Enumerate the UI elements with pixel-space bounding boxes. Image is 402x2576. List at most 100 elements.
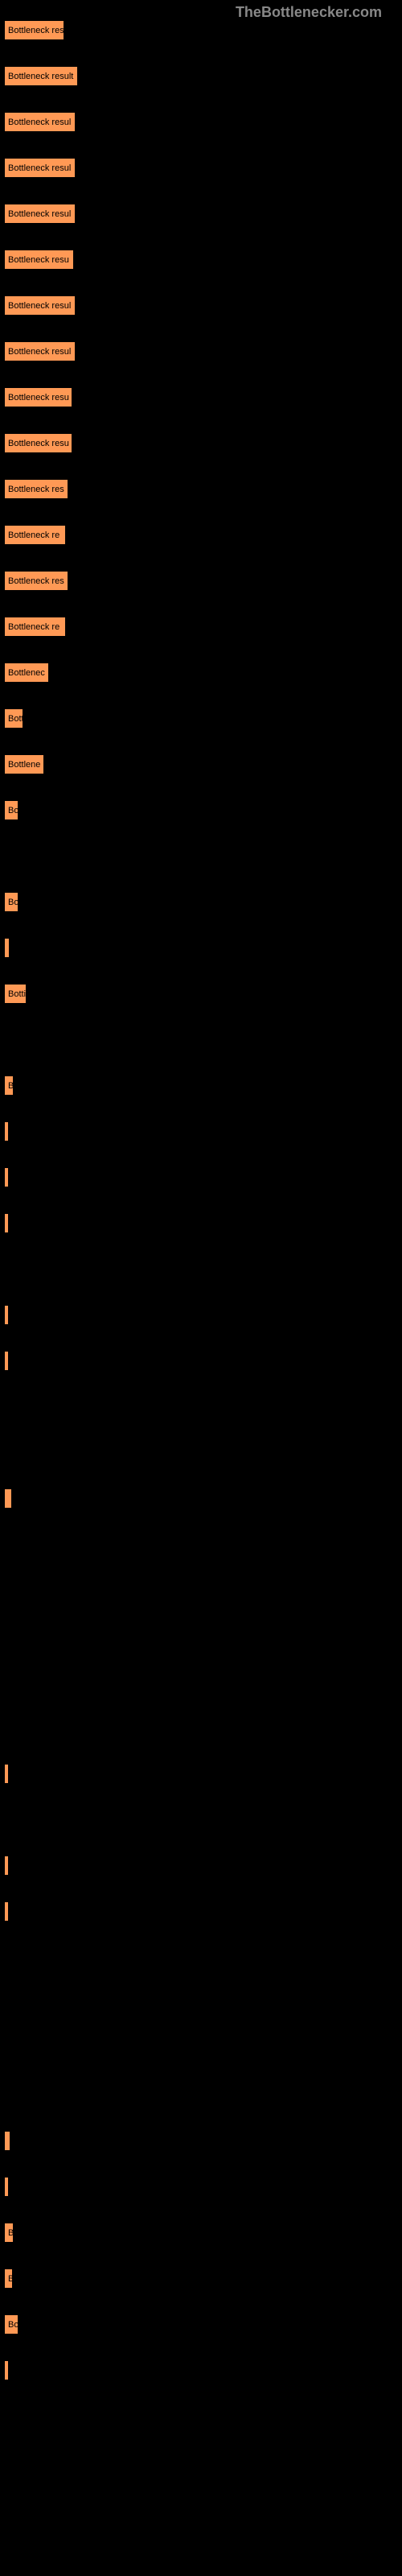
bar [4, 1305, 9, 1325]
bar: Bottleneck resu [4, 250, 74, 270]
bar-group [4, 2085, 398, 2105]
bar-label: Bottleneck resu [8, 439, 69, 448]
bar-group [4, 938, 398, 958]
bar-label: Bottleneck result [8, 72, 73, 81]
bar-group [4, 1305, 398, 1325]
bar: Bottleneck result [4, 66, 78, 86]
bar-group: Bottleneck re [4, 525, 398, 545]
bar-label: Bottleneck re [8, 530, 59, 540]
bar-group [4, 2131, 398, 2151]
bar-group: Bottleneck resul [4, 112, 398, 132]
bar-group [4, 1947, 398, 1967]
bar-label: Bottleneck res [8, 576, 64, 586]
bar-group: B [4, 2223, 398, 2243]
bar-group [4, 1534, 398, 1554]
bar-label: Bottleneck resul [8, 163, 71, 173]
bar-group [4, 1030, 398, 1050]
bar-group [4, 1167, 398, 1187]
bar: Bottleneck resu [4, 387, 72, 407]
bar-group: Bottlene [4, 754, 398, 774]
bar-group [4, 2177, 398, 2197]
bar-group: Bo [4, 2314, 398, 2334]
bar [4, 2131, 10, 2151]
bar-group: Bottleneck re [4, 617, 398, 637]
bar-group [4, 1718, 398, 1738]
bar [4, 1121, 9, 1141]
bar-label: Bottleneck resul [8, 209, 71, 219]
bar: Bo [4, 2314, 18, 2334]
bar-label: Botti [8, 989, 26, 999]
bar-group: Bottleneck resu [4, 433, 398, 453]
bar: B [4, 1075, 14, 1096]
bar: B [4, 2223, 14, 2243]
bar-group: Bottleneck resul [4, 158, 398, 178]
bar-group [4, 1764, 398, 1784]
bar-group: Bottleneck resul [4, 204, 398, 224]
bar-group [4, 2039, 398, 2059]
bar: Bottlenec [4, 663, 49, 683]
bar [4, 1167, 9, 1187]
bar-group [4, 1626, 398, 1646]
bar: Bottleneck resul [4, 158, 76, 178]
bar-group: Bottleneck res [4, 479, 398, 499]
bar [4, 1351, 9, 1371]
bar-group [4, 1580, 398, 1600]
bar-group: Bottleneck result [4, 66, 398, 86]
bar: B [4, 2268, 13, 2289]
bar-label: Bottleneck resu [8, 393, 69, 402]
bar-label: Bottlenec [8, 668, 45, 678]
bar [4, 1764, 9, 1784]
bar-label: Bo [8, 2320, 18, 2330]
bar-label: Bott [8, 714, 23, 724]
bar: Bottleneck re [4, 617, 66, 637]
bar-group [4, 1213, 398, 1233]
bar-label: Bottleneck re [8, 622, 59, 632]
bar-label: B [8, 2274, 13, 2284]
bar-group: B [4, 1075, 398, 1096]
bar-label: Bottleneck res [8, 485, 64, 494]
watermark: TheBottlenecker.com [236, 4, 382, 21]
bar-label: Bottleneck result [8, 26, 64, 35]
bar: Bottleneck resul [4, 112, 76, 132]
bar-group: Bottleneck resu [4, 250, 398, 270]
bar-group [4, 1397, 398, 1417]
bar: Bottleneck resul [4, 341, 76, 361]
bar-group [4, 1901, 398, 1922]
bar-label: Bottlene [8, 760, 40, 770]
bar-label: Bottleneck resul [8, 347, 71, 357]
bar [4, 938, 10, 958]
bar: Bottlene [4, 754, 44, 774]
bar-group [4, 1351, 398, 1371]
bar-label: Bottleneck resu [8, 255, 69, 265]
bar-label: Bottleneck resul [8, 118, 71, 127]
bar-label: Bo [8, 898, 18, 907]
bars: Bottleneck result Bottleneck result Bottle… [4, 20, 398, 2572]
bar-group: Bottleneck resu [4, 387, 398, 407]
bar: Botti [4, 984, 27, 1004]
bar-group: Bo [4, 800, 398, 820]
bar-label: B [8, 1081, 14, 1091]
bar: Bottleneck res [4, 571, 68, 591]
bar-group [4, 1810, 398, 1830]
bar: Bo [4, 892, 18, 912]
bar-group: Bottleneck resul [4, 295, 398, 316]
bar-group [4, 1993, 398, 2013]
bar: Bo [4, 800, 18, 820]
bar-group [4, 1672, 398, 1692]
bar: Bott [4, 708, 23, 729]
bar: Bottleneck re [4, 525, 66, 545]
bar [4, 1488, 12, 1509]
bar: Bottleneck resul [4, 204, 76, 224]
bar-group: B [4, 2268, 398, 2289]
bar-group [4, 1488, 398, 1509]
bar: Bottleneck res [4, 479, 68, 499]
bar-group: Botti [4, 984, 398, 1004]
bar-group [4, 2360, 398, 2380]
bar: Bottleneck resul [4, 295, 76, 316]
bar-label: Bo [8, 806, 18, 815]
bar-group [4, 1259, 398, 1279]
chart-container: Bottleneck result Bottleneck result Bottle… [4, 20, 398, 2572]
bar [4, 2360, 9, 2380]
bar-group [4, 1443, 398, 1463]
bar-group: Bott [4, 708, 398, 729]
